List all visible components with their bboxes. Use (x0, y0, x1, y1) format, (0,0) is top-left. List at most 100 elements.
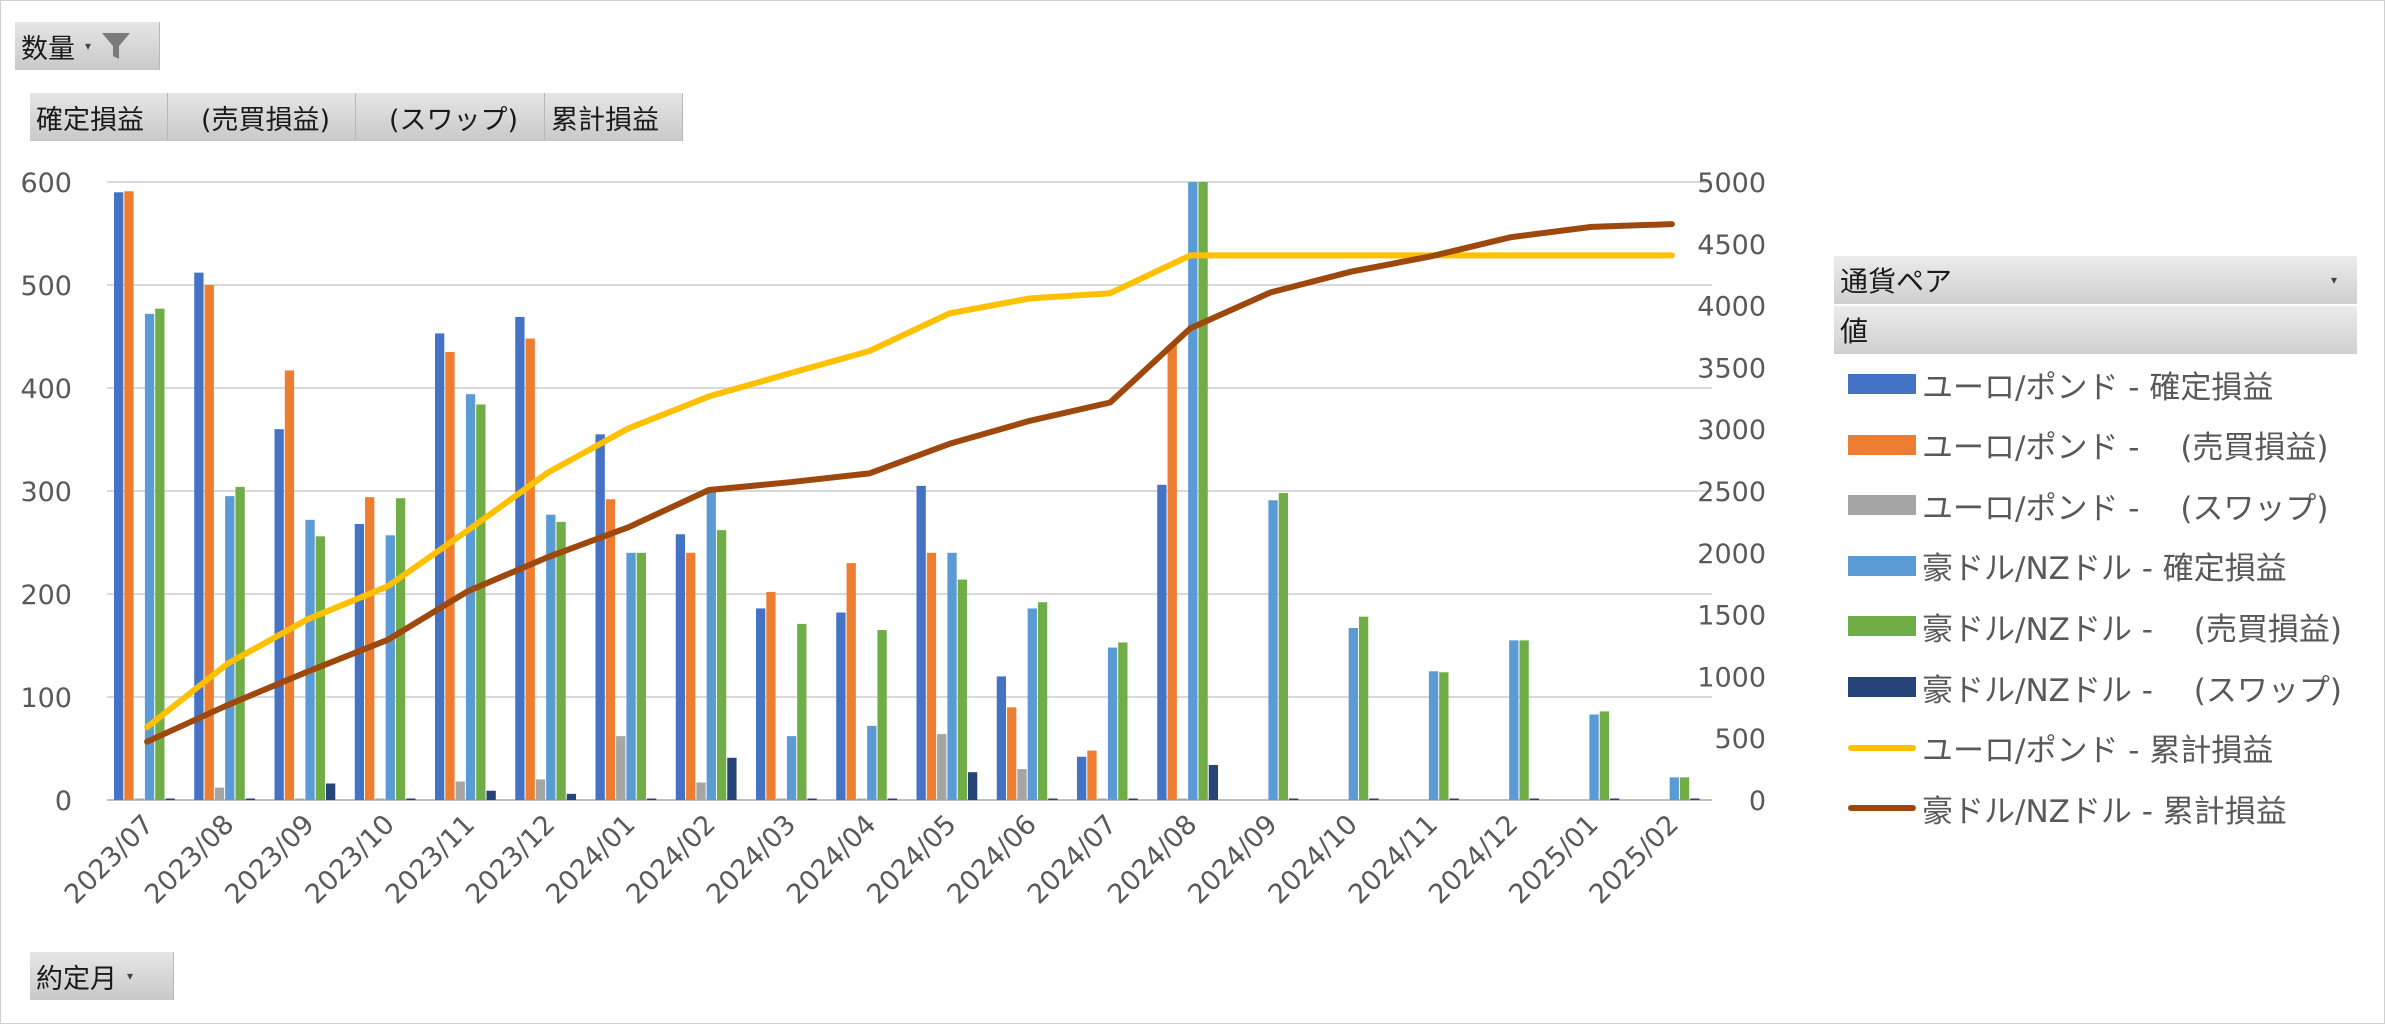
bar (1007, 707, 1017, 800)
bar (1188, 182, 1198, 800)
bar (515, 316, 525, 800)
legend-item: 豪ドル/NZドル - (売買損益) (1848, 606, 2342, 648)
col-field-trade[interactable]: (売買損益) (168, 93, 356, 141)
bar (1348, 627, 1358, 800)
bar (235, 486, 245, 800)
bar (996, 676, 1007, 800)
chevron-down-icon: ▾ (127, 969, 134, 983)
bar (846, 563, 856, 800)
bar (1017, 769, 1027, 800)
bar (194, 272, 204, 800)
bar (1589, 714, 1599, 800)
legend-item: ユーロ/ポンド - (スワップ) (1848, 485, 2329, 527)
bar (566, 793, 577, 800)
bar (406, 798, 416, 800)
y-right-tick-label: 1500 (1697, 601, 1766, 632)
value-field-label: 数量 (21, 33, 75, 65)
bar (144, 313, 155, 800)
legend-swatch (1848, 616, 1916, 637)
bar (1208, 764, 1219, 800)
bar (1097, 798, 1107, 800)
bar (1690, 798, 1700, 800)
col-field-swap[interactable]: (スワップ) (356, 93, 545, 141)
legend-label: ユーロ/ポンド - (スワップ) (1922, 490, 2329, 527)
bar (756, 608, 766, 800)
legend-item: 豪ドル/NZドル - 累計損益 (1848, 788, 2287, 830)
filter-icon[interactable] (99, 29, 133, 63)
bar (1449, 798, 1459, 800)
bar (1679, 777, 1690, 800)
legend-item: 豪ドル/NZドル - 確定損益 (1848, 546, 2287, 588)
col-field-label: (スワップ) (362, 104, 519, 136)
bar (706, 489, 716, 800)
chevron-down-icon: ▾ (2330, 273, 2337, 287)
series-line (144, 252, 1675, 731)
bar (245, 798, 256, 800)
legend-swatch (1848, 434, 1916, 455)
y-right-tick-label: 2000 (1697, 539, 1766, 570)
legend-label: ユーロ/ポンド - 確定損益 (1922, 369, 2274, 406)
bar (937, 734, 947, 800)
col-field-pnl[interactable]: 確定損益 (30, 93, 168, 141)
bar (1037, 602, 1048, 800)
legend-label: ユーロ/ポンド - 累計損益 (1922, 733, 2274, 770)
bar (284, 370, 295, 800)
bar (1048, 798, 1058, 800)
bar (766, 591, 776, 800)
bar (957, 579, 967, 800)
bar (647, 798, 657, 800)
legend-swatch (1848, 374, 1916, 394)
bar (326, 783, 336, 800)
bar (134, 798, 144, 800)
bar (354, 523, 365, 800)
y-right-tick-label: 0 (1749, 786, 1766, 817)
y-left-tick-label: 100 (20, 683, 72, 714)
bar (696, 782, 706, 800)
legend-field-button[interactable]: 通貨ペア ▾ (1834, 256, 2357, 304)
series-line (144, 221, 1675, 745)
y-right-tick-label: 3500 (1697, 353, 1766, 384)
legend-swatch (1848, 495, 1916, 516)
bar (776, 798, 786, 800)
bar (375, 798, 385, 800)
bar (435, 333, 445, 800)
legend-label: 豪ドル/NZドル - 確定損益 (1922, 551, 2287, 588)
bar (1358, 616, 1369, 800)
bar (124, 191, 134, 800)
bar (1198, 182, 1208, 800)
bar (525, 338, 535, 800)
value-field-button[interactable]: 数量 ▾ (15, 22, 160, 70)
bar (225, 496, 235, 800)
legend-label: 豪ドル/NZドル - (売買損益) (1922, 611, 2342, 648)
bar (616, 736, 626, 800)
bar (675, 534, 686, 800)
bar (556, 521, 566, 800)
bar (445, 351, 455, 800)
legend-swatch (1848, 555, 1916, 576)
y-right-tick-label: 3000 (1697, 415, 1766, 446)
bar (1669, 777, 1679, 800)
bar (727, 757, 737, 800)
bar (1077, 756, 1087, 800)
bar (626, 552, 636, 800)
bar (836, 612, 846, 800)
bar (455, 781, 465, 800)
bar (916, 485, 926, 800)
bar (1610, 798, 1620, 800)
y-right-tick-label: 4500 (1697, 230, 1766, 261)
bar (1529, 798, 1540, 800)
bar (1167, 344, 1177, 800)
row-field-button[interactable]: 約定月 ▾ (30, 952, 174, 1000)
col-field-cumulative[interactable]: 累計損益 (545, 93, 683, 141)
y-left-tick-label: 300 (20, 477, 72, 508)
bar (1439, 672, 1449, 800)
bar (1509, 640, 1519, 800)
bar (476, 404, 486, 800)
bar (605, 499, 616, 800)
y-right-tick-label: 5000 (1697, 168, 1766, 199)
bar (1118, 642, 1128, 800)
y-right-tick-label: 2500 (1697, 477, 1766, 508)
bar (1268, 500, 1278, 800)
bar (535, 779, 546, 800)
